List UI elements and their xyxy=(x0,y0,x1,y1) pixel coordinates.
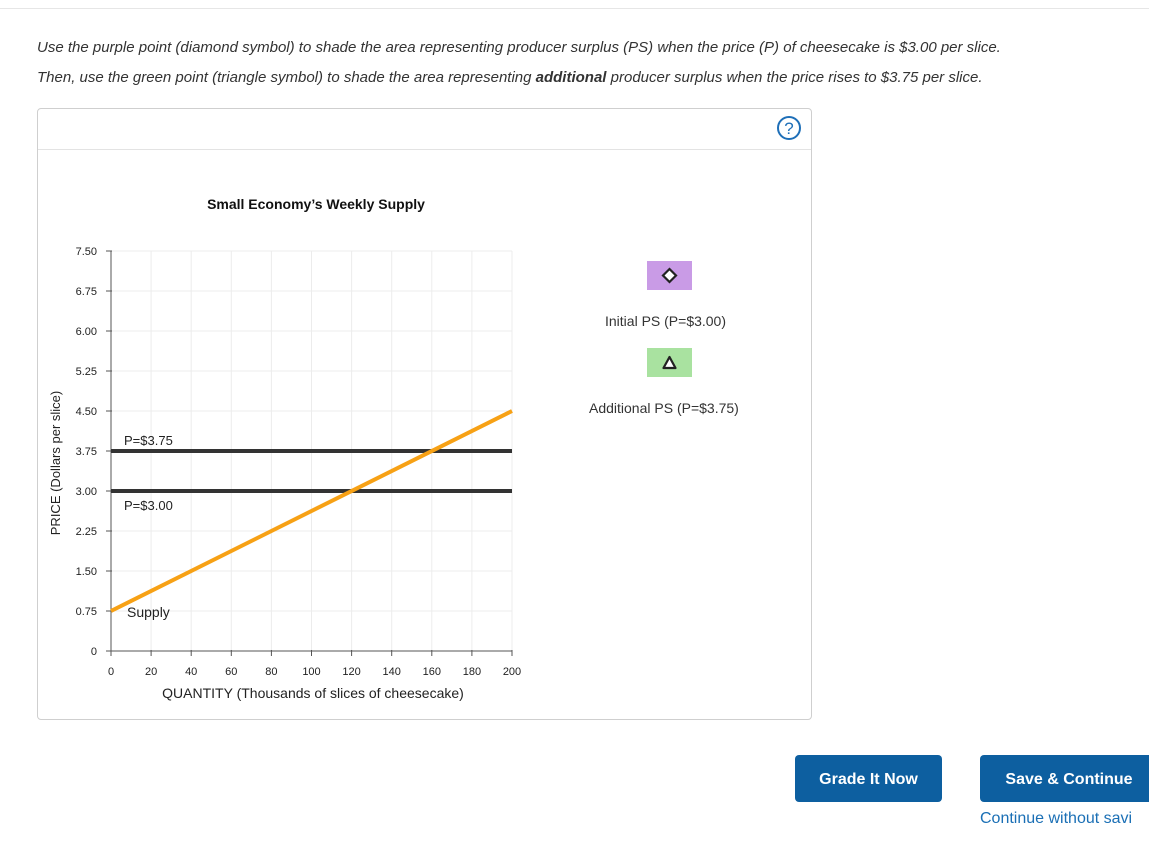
additional-ps-label: Additional PS (P=$3.75) xyxy=(589,400,739,416)
graph-panel-header: ? xyxy=(38,109,811,150)
y-axis-label: PRICE (Dollars per slice) xyxy=(48,391,63,535)
y-tick-label: 0.75 xyxy=(76,606,97,618)
x-tick-label: 40 xyxy=(185,666,197,678)
supply-curve-label: Supply xyxy=(127,604,170,620)
y-tick-label: 3.75 xyxy=(76,446,97,458)
initial-ps-label: Initial PS (P=$3.00) xyxy=(605,313,727,329)
x-tick-label: 200 xyxy=(503,666,521,678)
instruction-emphasis: additional xyxy=(535,69,607,86)
continue-without-saving-link[interactable]: Continue without savi xyxy=(980,810,1133,827)
additional-ps-tool[interactable] xyxy=(647,348,692,377)
price-line-label: P=$3.00 xyxy=(124,498,173,513)
chart-plot-area: 0 0.75 1.50 2.25 3.00 3.75 4.50 5.25 6.00 6.75 7.5… xyxy=(76,246,522,678)
chart-title: Small Economy’s Weekly Supply xyxy=(207,196,425,212)
y-tick-label: 2.25 xyxy=(76,526,97,538)
triangle-icon xyxy=(662,355,677,370)
instruction-line-2-start: Then, use the green point (triangle symb… xyxy=(37,69,536,86)
grade-it-now-button[interactable]: Grade It Now xyxy=(795,755,942,802)
instruction-line-2: Then, use the green point (triangle symb… xyxy=(37,69,983,86)
x-tick-label: 80 xyxy=(265,666,277,678)
x-tick-label: 20 xyxy=(145,666,157,678)
save-and-continue-button[interactable]: Save & Continue xyxy=(980,755,1149,802)
y-tick-label: 6.00 xyxy=(76,326,97,338)
instruction-line-2-end: producer surplus when the price rises to… xyxy=(606,69,983,86)
x-tick-label: 160 xyxy=(423,666,441,678)
x-tick-label: 0 xyxy=(108,666,114,678)
price-line-label: P=$3.75 xyxy=(124,433,173,448)
y-tick-label: 6.75 xyxy=(76,286,97,298)
x-axis-label: QUANTITY (Thousands of slices of cheesec… xyxy=(162,685,464,701)
x-tick-label: 180 xyxy=(463,666,481,678)
y-tick-label: 4.50 xyxy=(76,406,97,418)
supply-chart[interactable]: Small Economy’s Weekly Supply PRICE (Dol… xyxy=(38,109,811,719)
supply-curve xyxy=(110,409,513,613)
x-tick-label: 100 xyxy=(302,666,320,678)
graph-panel: ? Small Economy’s Weekly Supply PRICE (D… xyxy=(37,108,812,720)
x-tick-label: 140 xyxy=(383,666,401,678)
instruction-line-1: Use the purple point (diamond symbol) to… xyxy=(37,39,1001,56)
y-tick-label: 3.00 xyxy=(76,486,97,498)
diamond-icon xyxy=(661,267,678,284)
x-tick-label: 120 xyxy=(342,666,360,678)
x-tick-label: 60 xyxy=(225,666,237,678)
y-tick-label: 5.25 xyxy=(76,366,97,378)
top-divider xyxy=(0,8,1149,9)
y-tick-label: 7.50 xyxy=(76,246,97,258)
y-tick-label: 0 xyxy=(91,646,97,658)
help-icon[interactable]: ? xyxy=(777,116,801,140)
initial-ps-tool[interactable] xyxy=(647,261,692,290)
y-tick-label: 1.50 xyxy=(76,566,97,578)
